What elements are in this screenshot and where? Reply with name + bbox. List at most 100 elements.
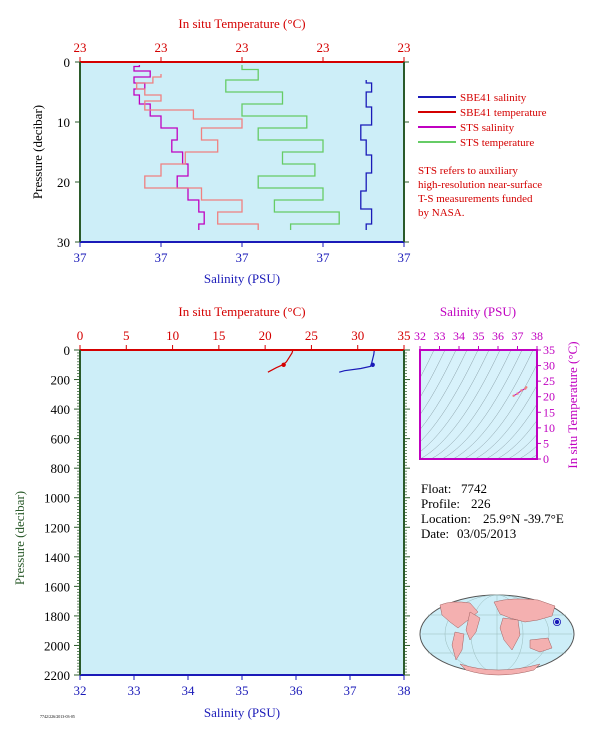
sts-note-line-4: by NASA. (418, 207, 465, 219)
density-contour (420, 350, 435, 379)
top-tick-label: 23 (317, 40, 330, 55)
sts-note-line-1: STS refers to auxiliary (418, 165, 518, 177)
ts-right-tick-label: 15 (543, 405, 555, 419)
density-contour (441, 350, 523, 459)
top-tick-label: 20 (259, 328, 272, 343)
ts-ylabel: In situ Temperature (°C) (565, 341, 580, 468)
density-contour (420, 350, 490, 453)
y-tick-label: 20 (57, 175, 70, 190)
ts-point (516, 392, 519, 395)
top-tick-label: 23 (236, 40, 249, 55)
y-tick-label: 0 (64, 343, 71, 358)
y-tick-label: 1400 (44, 550, 70, 565)
near-surface-plot-area (80, 62, 404, 242)
density-contour (420, 350, 446, 398)
ts-point (520, 389, 523, 392)
ts-right-tick-label: 25 (543, 374, 555, 388)
date-value: 03/05/2013 (457, 526, 516, 541)
profile-label: Profile: (421, 496, 460, 511)
density-contour (420, 350, 468, 430)
near-surface-legend: SBE41 salinity SBE41 temperature STS sal… (418, 92, 547, 149)
near-surface-ylabel: Pressure (decibar) (30, 105, 45, 199)
density-contour (420, 350, 501, 459)
ts-right-tick-label: 10 (543, 421, 555, 435)
float-value: 7742 (461, 481, 487, 496)
series-sbe41-temperature (136, 74, 259, 230)
ts-top-tick-label: 32 (414, 329, 426, 343)
full-profile-series-group (267, 349, 375, 373)
ts-top-tick-label: 37 (512, 329, 524, 343)
tiny-footer: 7742/226/2013-03-05 (40, 714, 75, 719)
full-profile-plot-area (80, 350, 404, 675)
ts-point (512, 394, 515, 397)
date-label: Date: (421, 526, 449, 541)
top-tick-label: 15 (212, 328, 225, 343)
y-tick-label: 1000 (44, 491, 70, 506)
ts-series-group (512, 386, 528, 397)
top-tick-label: 35 (398, 328, 411, 343)
ts-top-tick-label: 34 (453, 329, 465, 343)
legend-label-sbe41-salinity: SBE41 salinity (460, 92, 527, 104)
ts-plot-area (420, 350, 537, 459)
top-tick-label: 0 (77, 328, 84, 343)
near-surface-ticks: 0 10 20 30 23 23 23 23 23 37 37 37 37 37 (57, 40, 411, 265)
top-tick-label: 10 (166, 328, 179, 343)
density-contour (507, 433, 537, 459)
y-tick-label: 2000 (44, 638, 70, 653)
near-surface-series-group (133, 65, 373, 230)
density-contour (420, 350, 479, 443)
top-tick-label: 5 (123, 328, 130, 343)
location-label: Location: (421, 511, 471, 526)
top-tick-label: 25 (305, 328, 318, 343)
bottom-tick-label: 36 (290, 683, 304, 698)
near-surface-panel: 0 10 20 30 23 23 23 23 23 37 37 37 37 37 In situ Temp… (30, 16, 547, 286)
bottom-tick-label: 37 (344, 683, 358, 698)
bottom-tick-label: 37 (236, 250, 250, 265)
bottom-tick-label: 33 (128, 683, 141, 698)
bottom-tick-label: 37 (398, 250, 412, 265)
y-tick-label: 0 (64, 55, 71, 70)
bottom-tick-label: 37 (317, 250, 331, 265)
ts-top-tick-label: 35 (473, 329, 485, 343)
legend-label-sts-salinity: STS salinity (460, 122, 515, 134)
y-tick-label: 800 (51, 461, 71, 476)
bottom-tick-label: 34 (182, 683, 196, 698)
bottom-tick-label: 38 (398, 683, 411, 698)
near-surface-top-title: In situ Temperature (°C) (178, 16, 305, 31)
ts-right-tick-label: 20 (543, 390, 555, 404)
ts-right-tick-label: 0 (543, 452, 549, 466)
bottom-tick-label: 35 (236, 683, 249, 698)
ts-right-tick-label: 35 (543, 343, 555, 357)
ts-density-contours (420, 350, 537, 459)
float-label: Float: (421, 481, 451, 496)
density-contour (485, 403, 537, 459)
top-tick-label: 30 (351, 328, 364, 343)
bottom-tick-label: 37 (74, 250, 88, 265)
ts-right-tick-label: 30 (543, 359, 555, 373)
ts-point (525, 386, 528, 389)
map-land (439, 598, 556, 676)
ts-top-tick-label: 36 (492, 329, 504, 343)
near-surface-xlabel: Salinity (PSU) (204, 271, 280, 286)
ts-top-tick-label: 33 (434, 329, 446, 343)
full-profile-ticks: 0200400600800100012001400160018002000220… (44, 328, 411, 698)
full-profile-ylabel: Pressure (decibar) (12, 491, 27, 585)
y-tick-label: 1200 (44, 520, 70, 535)
density-contour (474, 384, 537, 459)
y-tick-label: 200 (51, 373, 71, 388)
sts-note-line-3: T-S measurements funded (418, 193, 533, 205)
density-contour (452, 350, 534, 459)
sts-note: STS refers to auxiliary high-resolution … (418, 165, 542, 219)
full-profile-xlabel: Salinity (PSU) (204, 705, 280, 720)
y-tick-label: 600 (51, 432, 71, 447)
density-contour (463, 363, 537, 459)
float-info: Float: 7742 Profile: 226 Location: 25.9°… (421, 481, 564, 541)
density-contour (518, 445, 537, 459)
map-float-marker (553, 618, 562, 627)
y-tick-label: 400 (51, 402, 71, 417)
bottom-tick-label: 37 (155, 250, 169, 265)
top-tick-label: 23 (155, 40, 168, 55)
